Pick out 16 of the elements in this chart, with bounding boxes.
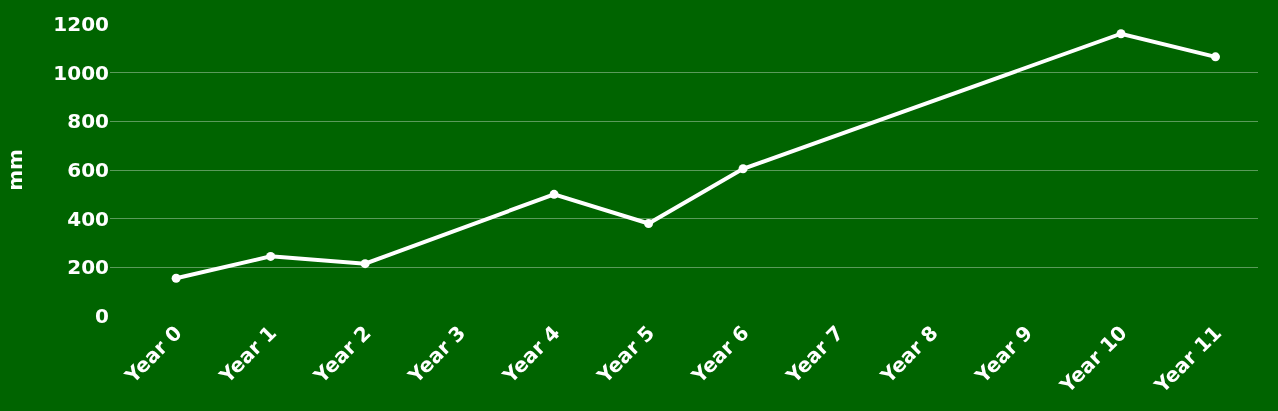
point (1210, 52, 1220, 62)
point (360, 259, 370, 269)
point (738, 164, 748, 174)
y-tick-label: 1000 (53, 60, 109, 85)
point (644, 219, 654, 229)
y-tick-label: 1200 (53, 12, 109, 36)
point (171, 273, 181, 283)
y-tick-label: 400 (67, 206, 109, 231)
y-tick-label: 0 (95, 304, 109, 328)
y-axis-title: mm (2, 149, 27, 191)
point (549, 189, 559, 199)
point (266, 251, 276, 261)
y-tick-label: 200 (67, 255, 109, 280)
y-tick-label: 600 (67, 158, 109, 182)
y-tick-label: 800 (67, 109, 109, 134)
point (1116, 29, 1126, 39)
